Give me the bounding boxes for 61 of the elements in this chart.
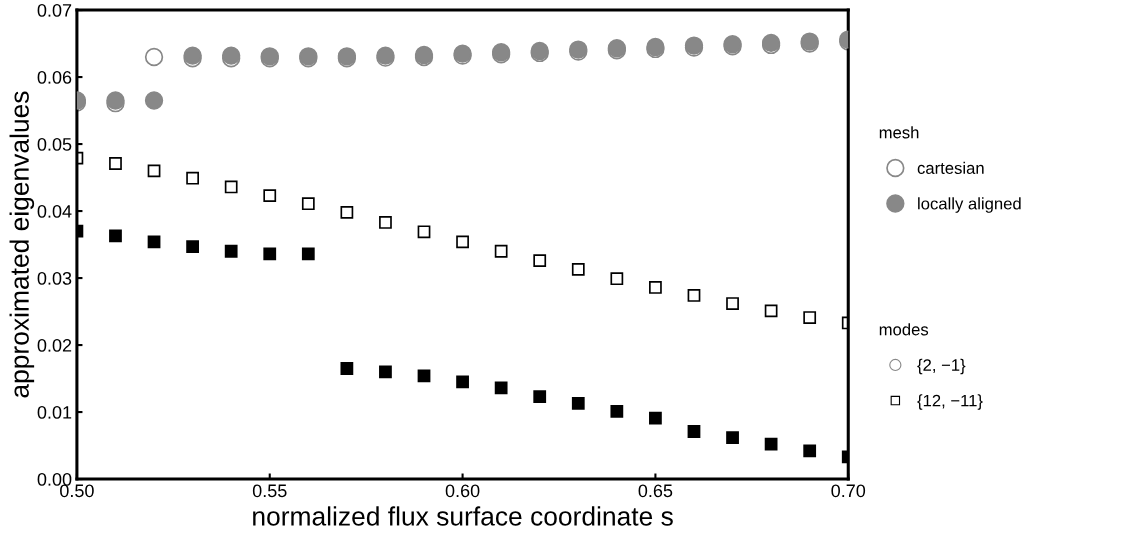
y-tick-label: 0.07 bbox=[37, 4, 72, 17]
text: {12, −11} bbox=[917, 394, 983, 410]
point bbox=[456, 235, 469, 249]
point bbox=[456, 375, 469, 389]
point bbox=[147, 164, 161, 178]
point bbox=[687, 289, 701, 302]
point bbox=[571, 262, 585, 276]
point bbox=[610, 405, 624, 418]
x-tick-label: 0.55 bbox=[252, 484, 287, 498]
point bbox=[533, 254, 547, 268]
x-axis-title: normalized flux surface coordinate s bbox=[253, 506, 673, 526]
point bbox=[571, 396, 585, 410]
point bbox=[649, 411, 662, 425]
point bbox=[687, 425, 701, 438]
point bbox=[186, 240, 200, 253]
y-axis-title: approximated eigenvalues bbox=[9, 91, 35, 398]
point bbox=[494, 381, 508, 395]
text: {2, −1} bbox=[917, 358, 966, 375]
point bbox=[301, 247, 315, 261]
point bbox=[224, 244, 238, 258]
point bbox=[109, 157, 122, 170]
point bbox=[533, 390, 547, 404]
x-tick-label: 0.70 bbox=[831, 484, 866, 498]
point bbox=[649, 281, 662, 294]
point bbox=[726, 431, 739, 444]
x-tick-label: 0.50 bbox=[60, 484, 94, 498]
point bbox=[186, 171, 200, 185]
point bbox=[494, 244, 508, 258]
point bbox=[610, 272, 624, 286]
legend-label: cartesian bbox=[917, 161, 984, 174]
point bbox=[144, 91, 164, 110]
point bbox=[417, 225, 431, 239]
point bbox=[340, 206, 354, 219]
legend-title: mesh bbox=[879, 126, 919, 139]
y-tick-label: 0.02 bbox=[37, 339, 72, 352]
point bbox=[263, 189, 277, 203]
point bbox=[109, 229, 122, 243]
point bbox=[147, 235, 161, 249]
y-tick-label: 0.01 bbox=[37, 406, 72, 419]
point bbox=[144, 47, 164, 67]
point bbox=[301, 197, 315, 211]
y-tick-label: 0.06 bbox=[37, 71, 72, 84]
point bbox=[379, 365, 392, 379]
y-tick-label: 0.04 bbox=[37, 205, 72, 218]
point bbox=[340, 362, 354, 375]
point bbox=[726, 297, 739, 310]
y-tick-label: 0.05 bbox=[37, 138, 72, 151]
x-tick-label: 0.60 bbox=[445, 484, 480, 498]
x-tick-label: 0.65 bbox=[638, 484, 673, 498]
text: modes bbox=[879, 323, 929, 336]
y-tick-label: 0.03 bbox=[37, 272, 72, 285]
point bbox=[764, 304, 778, 318]
y-tick-label: 0.00 bbox=[37, 473, 72, 486]
point bbox=[263, 247, 277, 261]
point bbox=[224, 180, 238, 194]
point bbox=[379, 216, 392, 229]
legend-label: locally aligned bbox=[918, 197, 1021, 213]
point bbox=[764, 437, 778, 451]
point bbox=[803, 444, 817, 458]
point bbox=[417, 369, 431, 383]
point bbox=[803, 311, 817, 324]
